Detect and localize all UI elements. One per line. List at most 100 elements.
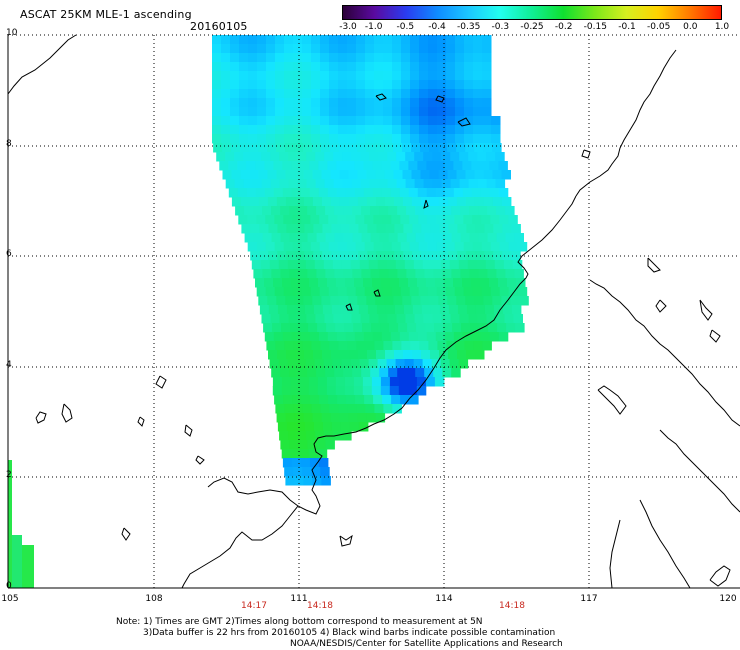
- swath-cell: [464, 107, 474, 117]
- color-scale-tick-label: -0.2: [554, 22, 573, 32]
- swath-cell: [376, 305, 387, 315]
- swath-cell: [411, 170, 421, 180]
- swath-cell: [212, 89, 222, 99]
- swath-cell: [328, 215, 338, 225]
- swath-cell: [446, 89, 456, 99]
- swath-cell: [328, 287, 339, 297]
- swath-cell: [419, 134, 429, 144]
- swath-cell: [394, 251, 404, 261]
- note-line-1: Note: 1) Times are GMT 2)Times along bot…: [116, 617, 483, 627]
- swath-cell: [374, 62, 384, 72]
- swath-cell: [428, 134, 438, 144]
- swath-cell: [302, 80, 312, 90]
- swath-cell: [347, 107, 357, 117]
- swath-cell: [417, 161, 427, 171]
- swath-cell: [467, 260, 478, 270]
- swath-cell: [247, 242, 258, 252]
- swath-cell: [337, 215, 347, 225]
- swath-cell: [367, 251, 377, 261]
- swath-cell: [283, 242, 294, 252]
- swath-cell: [428, 116, 438, 126]
- swath-cell: [374, 125, 384, 135]
- swath-cell: [291, 332, 302, 342]
- swath-cell: [352, 269, 362, 279]
- swath-cell: [457, 251, 467, 261]
- swath-cell: [363, 332, 374, 342]
- swath-cell: [267, 143, 277, 153]
- swath-cell: [239, 71, 249, 81]
- swath-cell: [271, 206, 281, 216]
- swath-cell: [284, 89, 294, 99]
- swath-cell: [474, 296, 484, 306]
- swath-cell: [473, 89, 483, 99]
- swath-cell: [495, 179, 506, 189]
- swath-cell: [416, 386, 427, 396]
- swath-cell: [330, 296, 340, 306]
- swath-cell: [291, 458, 302, 468]
- swath-cell: [399, 161, 409, 171]
- swath-cell: [440, 359, 451, 369]
- swath-cell: [450, 179, 461, 189]
- swath-cell: [399, 332, 410, 342]
- swath-cell: [12, 535, 22, 588]
- swath-cell: [335, 386, 346, 396]
- swath-cell: [213, 143, 223, 153]
- swath-cell: [297, 179, 308, 189]
- swath-cell: [304, 305, 315, 315]
- swath-cell: [395, 359, 406, 369]
- swath-cell: [257, 107, 267, 117]
- swath-cell: [408, 161, 418, 171]
- time-label: 14:17: [241, 601, 267, 611]
- swath-cell: [439, 350, 449, 360]
- swath-cell: [291, 161, 301, 171]
- swath-cell: [320, 467, 330, 477]
- swath-cell: [419, 89, 429, 99]
- swath-cell: [446, 134, 456, 144]
- swath-cell: [317, 323, 327, 333]
- swath-cell: [455, 53, 465, 63]
- swath-cell: [249, 197, 260, 207]
- swath-cell: [246, 188, 257, 198]
- swath-cell: [473, 125, 483, 135]
- swath-cell: [338, 107, 348, 117]
- swath-cell: [292, 242, 303, 252]
- swath-cell: [321, 170, 331, 180]
- swath-cell: [453, 332, 464, 342]
- swath-cell: [322, 251, 332, 261]
- swath-cell: [397, 233, 408, 243]
- swath-cell: [320, 80, 330, 90]
- swath-cell: [515, 323, 525, 333]
- swath-cell: [475, 251, 485, 261]
- swath-cell: [421, 251, 431, 261]
- swath-cell: [424, 368, 434, 378]
- swath-cell: [329, 116, 339, 126]
- swath-cell: [428, 107, 438, 117]
- swath-cell: [311, 134, 321, 144]
- swath-cell: [281, 449, 292, 459]
- swath-cell: [316, 368, 326, 378]
- swath-cell: [427, 287, 438, 297]
- swath-cell: [410, 62, 420, 72]
- swath-cell: [230, 80, 240, 90]
- left-edge-swath: [8, 460, 34, 588]
- swath-cell: [340, 350, 350, 360]
- lon-label-114: 114: [435, 594, 453, 604]
- swath-cell: [256, 215, 266, 225]
- swath-cell: [446, 44, 456, 54]
- swath-cell: [455, 89, 465, 99]
- swath-cell: [517, 287, 528, 297]
- swath-cell: [285, 170, 295, 180]
- swath-cell: [473, 98, 483, 108]
- swath-cell: [476, 260, 487, 270]
- swath-cell: [376, 350, 386, 360]
- swath-cell: [284, 404, 294, 414]
- swath-cell: [304, 422, 315, 432]
- swath-cell: [391, 215, 401, 225]
- swath-cell: [433, 368, 443, 378]
- swath-cell: [286, 350, 296, 360]
- swath-cell: [283, 395, 293, 405]
- color-scale-tick-label: -0.5: [396, 22, 415, 32]
- swath-cell: [360, 179, 371, 189]
- swath-cell: [429, 170, 439, 180]
- swath-cell: [293, 53, 303, 63]
